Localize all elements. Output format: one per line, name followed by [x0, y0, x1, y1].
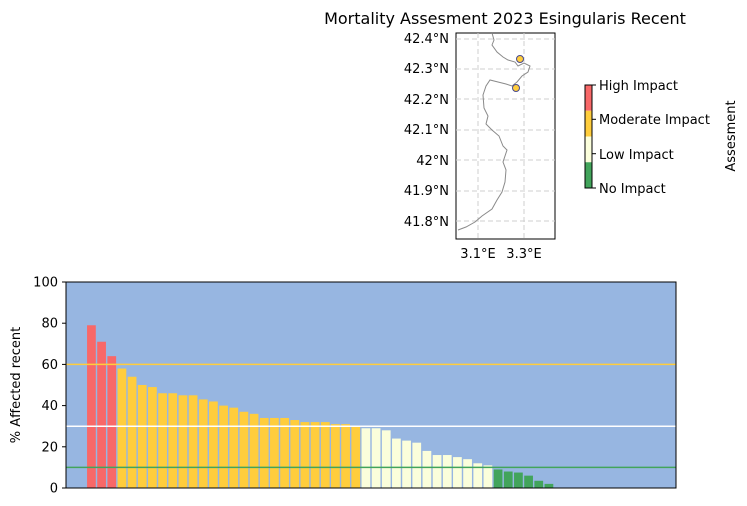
- bar: [442, 455, 452, 488]
- lat-tick-label: 42.1°N: [404, 123, 449, 138]
- bar: [188, 395, 198, 488]
- lat-tick-label: 41.8°N: [404, 215, 449, 230]
- threshold-lines: [66, 363, 676, 469]
- legend-label-high: High Impact: [599, 79, 678, 94]
- legend-swatch-none: [585, 162, 592, 188]
- bar: [127, 376, 137, 488]
- bar: [249, 413, 259, 488]
- map-panel: 42.4°N 42.3°N 42.2°N 42.1°N 42°N 41.9°N …: [404, 32, 556, 262]
- y-tick-label: 40: [41, 399, 58, 414]
- bar: [341, 424, 350, 488]
- site-marker: [512, 84, 520, 92]
- bar: [87, 325, 96, 488]
- legend-colorbar: High Impact Moderate Impact Low Impact N…: [584, 79, 739, 197]
- bar: [320, 422, 330, 488]
- bar-chart: 0 20 40 60 80 100 % Affected recent: [9, 276, 677, 497]
- bar: [432, 455, 442, 488]
- bar: [351, 426, 361, 488]
- bar: [229, 407, 239, 488]
- legend-title: Assesment: [724, 100, 739, 171]
- bar: [198, 399, 208, 488]
- bar: [453, 457, 462, 488]
- coastline: [457, 32, 531, 231]
- bar: [524, 475, 533, 488]
- legend-swatch-moderate: [585, 110, 592, 137]
- map-gridlines: [456, 33, 555, 239]
- y-axis: 0 20 40 60 80 100: [33, 276, 66, 497]
- legend-swatch-high: [585, 85, 592, 111]
- lat-tick-label: 41.9°N: [404, 184, 449, 199]
- bar: [483, 465, 493, 488]
- bar: [148, 387, 157, 488]
- bar: [392, 438, 401, 488]
- bar: [412, 442, 422, 488]
- chart-title: Mortality Assesment 2023 Esingularis Rec…: [324, 9, 686, 28]
- legend-label-none: No Impact: [599, 182, 666, 197]
- bar: [300, 422, 310, 488]
- bar: [137, 385, 147, 488]
- y-tick-label: 100: [33, 276, 58, 291]
- map-frame: [455, 32, 556, 240]
- plot-frame: [65, 281, 677, 489]
- bar: [259, 417, 269, 488]
- bar: [107, 356, 117, 488]
- lon-tick-label: 3.3°E: [506, 247, 541, 262]
- bar: [219, 405, 228, 488]
- bar: [97, 341, 106, 488]
- legend-frame: [584, 84, 593, 189]
- bar: [422, 450, 432, 488]
- bar: [239, 411, 249, 488]
- plot-area: [66, 282, 676, 488]
- bar: [168, 393, 178, 488]
- y-tick-label: 60: [41, 358, 58, 373]
- bar: [503, 471, 513, 488]
- site-marker: [516, 55, 524, 63]
- bar: [534, 480, 544, 488]
- bar: [473, 463, 483, 488]
- bar: [117, 368, 127, 488]
- bar: [280, 417, 289, 488]
- bar: [402, 440, 411, 488]
- bar: [270, 417, 279, 488]
- bar: [178, 395, 188, 488]
- bar: [463, 459, 472, 488]
- y-tick-label: 20: [41, 440, 58, 455]
- bar: [158, 393, 167, 488]
- map-lat-ticks: 42.4°N 42.3°N 42.2°N 42.1°N 42°N 41.9°N …: [404, 32, 449, 230]
- bar: [514, 472, 523, 488]
- lat-tick-label: 42.2°N: [404, 93, 449, 108]
- bar: [310, 422, 320, 488]
- legend-label-low: Low Impact: [599, 148, 674, 163]
- bar: [381, 430, 391, 488]
- y-axis-label: % Affected recent: [9, 327, 24, 444]
- bar: [209, 401, 218, 488]
- y-tick-label: 80: [41, 317, 58, 332]
- bar: [361, 428, 371, 488]
- lat-tick-label: 42.4°N: [404, 32, 449, 47]
- bar: [331, 424, 340, 488]
- bar: [493, 469, 503, 488]
- bar: [371, 428, 381, 488]
- lat-tick-label: 42°N: [416, 154, 449, 169]
- lon-tick-label: 3.1°E: [460, 247, 495, 262]
- bars: [87, 325, 554, 488]
- legend-swatch-low: [585, 136, 592, 163]
- map-lon-ticks: 3.1°E 3.3°E: [460, 247, 541, 262]
- y-tick-label: 0: [50, 482, 58, 497]
- lat-tick-label: 42.3°N: [404, 62, 449, 77]
- bar: [544, 483, 554, 488]
- legend-label-moderate: Moderate Impact: [599, 113, 710, 128]
- bar: [290, 420, 300, 488]
